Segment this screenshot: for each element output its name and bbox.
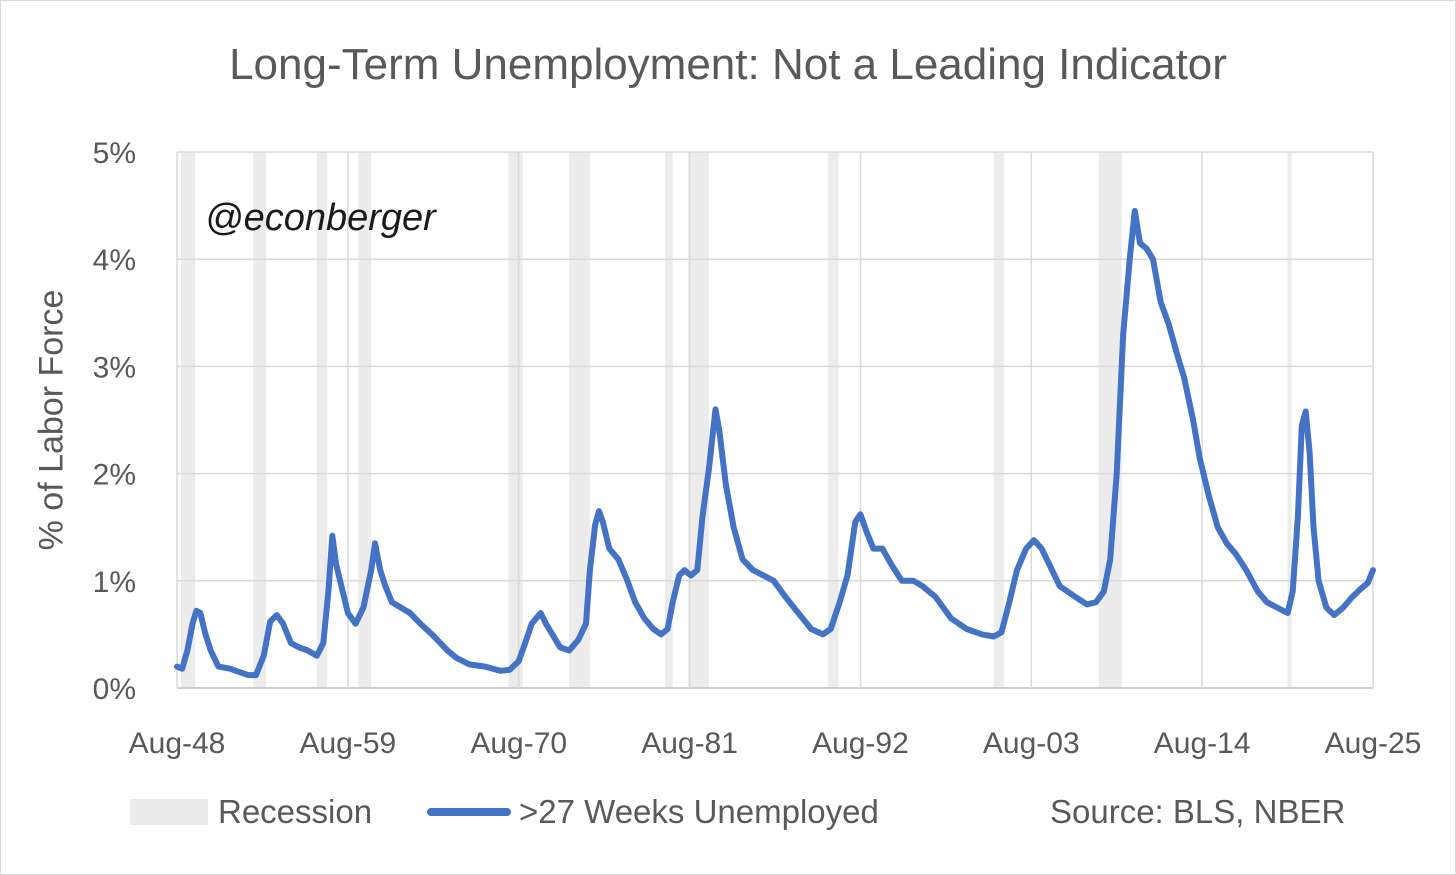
recession-band-11 <box>1287 152 1292 688</box>
x-tick-label-6: Aug-14 <box>1154 727 1251 760</box>
y-tick-labels: 0% 1% 2% 3% 4% 5% <box>93 137 136 706</box>
x-tick-label-3: Aug-81 <box>641 727 738 760</box>
series-layer <box>174 208 1376 679</box>
recession-band-3 <box>358 152 372 688</box>
recession-band-1 <box>253 152 267 688</box>
x-tick-label-7: Aug-25 <box>1325 727 1422 760</box>
legend-label-series: >27 Weeks Unemployed <box>519 793 879 830</box>
recession-band-6 <box>664 152 673 688</box>
recession-band-10 <box>1098 152 1122 688</box>
recession-band-7 <box>688 152 709 688</box>
y-tick-label-4: 4% <box>93 244 136 277</box>
legend-item-series: >27 Weeks Unemployed <box>427 793 879 831</box>
x-tick-label-1: Aug-59 <box>299 727 396 760</box>
y-tick-label-2: 2% <box>93 459 136 492</box>
x-tick-label-4: Aug-92 <box>812 727 909 760</box>
legend-label-recession: Recession <box>218 793 373 830</box>
series-line-0 <box>174 208 1376 679</box>
legend: Recession >27 Weeks Unemployed Source: B… <box>0 793 1456 837</box>
y-tick-label-0: 0% <box>93 673 136 706</box>
source-note: Source: BLS, NBER <box>1050 793 1346 830</box>
recession-band-9 <box>993 152 1005 688</box>
chart-title: Long-Term Unemployment: Not a Leading In… <box>229 40 1227 89</box>
recession-band-0 <box>180 152 196 688</box>
x-tick-label-5: Aug-03 <box>983 727 1080 760</box>
recession-band-8 <box>828 152 839 688</box>
recession-band-2 <box>316 152 328 688</box>
grid-lines <box>176 151 1374 689</box>
recession-band-4 <box>508 152 523 688</box>
watermark-annotation: @econberger <box>205 197 437 239</box>
x-tick-label-0: Aug-48 <box>129 727 226 760</box>
recession-band-5 <box>569 152 590 688</box>
y-tick-label-3: 3% <box>93 351 136 384</box>
x-tick-label-2: Aug-70 <box>470 727 567 760</box>
y-tick-label-1: 1% <box>93 566 136 599</box>
y-tick-label-5: 5% <box>93 137 136 170</box>
legend-swatch-series <box>427 808 511 816</box>
legend-item-recession: Recession <box>130 793 372 831</box>
legend-swatch-recession <box>130 799 208 825</box>
x-tick-labels: Aug-48 Aug-59 Aug-70 Aug-81 Aug-92 Aug-03 Aug-… <box>129 727 1422 760</box>
